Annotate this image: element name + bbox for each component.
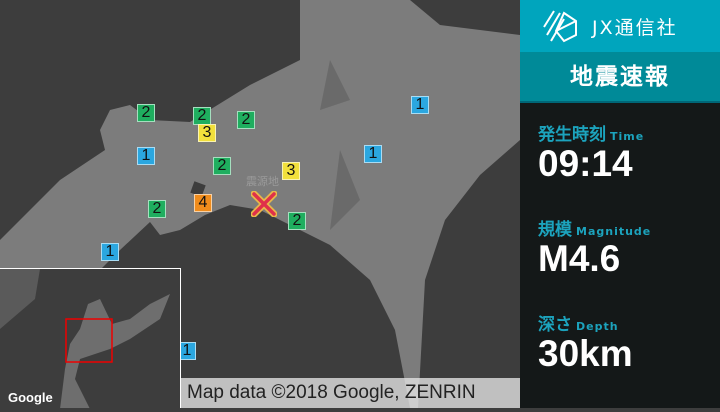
overview-inset-map[interactable]: Google — [0, 268, 181, 408]
inset-terrain — [0, 269, 170, 408]
intensity-marker[interactable]: 1 — [411, 96, 429, 114]
time-label-en: Time — [610, 130, 645, 143]
magnitude-section: 規模 Magnitude M4.6 — [538, 215, 651, 280]
earthquake-info-panel: JX通信社 地震速報 発生時刻 Time 09:14 規模 Magnitude M4… — [520, 0, 720, 408]
brand-name: JX通信社 — [592, 16, 678, 39]
intensity-marker[interactable]: 2 — [148, 200, 166, 218]
jx-logo-icon — [543, 10, 577, 43]
intensity-marker[interactable]: 2 — [137, 104, 155, 122]
intensity-marker[interactable]: 2 — [237, 111, 255, 129]
map-attribution[interactable]: Map data ©2018 Google, ZENRIN — [181, 378, 520, 408]
intensity-marker[interactable]: 1 — [364, 145, 382, 163]
magnitude-label-en: Magnitude — [576, 225, 652, 238]
intensity-marker[interactable]: 1 — [137, 147, 155, 165]
depth-label-en: Depth — [576, 320, 619, 333]
intensity-marker[interactable]: 1 — [101, 243, 119, 261]
intensity-marker[interactable]: 3 — [198, 124, 216, 142]
epicenter-x-icon — [251, 191, 277, 217]
intensity-marker[interactable]: 2 — [213, 157, 231, 175]
intensity-marker[interactable]: 2 — [288, 212, 306, 230]
intensity-marker[interactable]: 3 — [282, 162, 300, 180]
time-label: 発生時刻 — [538, 125, 606, 145]
epicenter-label: 震源地 — [246, 175, 279, 188]
time-value: 09:14 — [538, 143, 633, 184]
depth-label: 深さ — [538, 315, 572, 335]
google-logo: Google — [8, 390, 53, 405]
intensity-marker[interactable]: 2 — [193, 107, 211, 125]
time-section: 発生時刻 Time 09:14 — [538, 120, 644, 185]
brand-header: JX通信社 — [520, 0, 720, 52]
panel-title: 地震速報 — [520, 52, 720, 103]
intensity-marker[interactable]: 4 — [194, 194, 212, 212]
magnitude-label: 規模 — [538, 220, 572, 240]
depth-section: 深さ Depth 30km — [538, 310, 633, 375]
depth-value: 30km — [538, 333, 633, 374]
magnitude-value: M4.6 — [538, 238, 621, 279]
